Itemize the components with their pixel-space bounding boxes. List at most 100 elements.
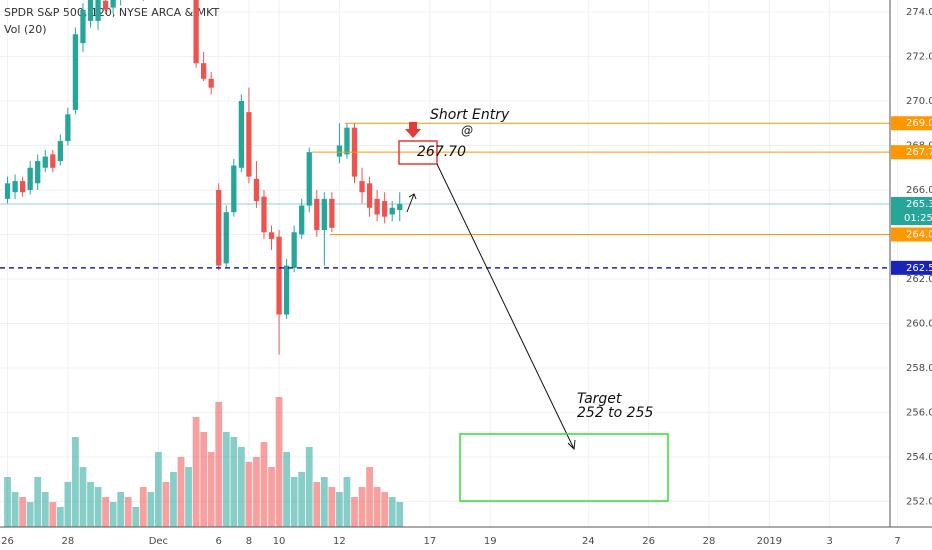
candle-body (110, 0, 116, 8)
volume-bar (109, 502, 117, 527)
candle-body (336, 145, 343, 157)
volume-bar (154, 452, 162, 527)
x-tick-label: 17 (424, 536, 437, 547)
y-tick-label: 258.00 (906, 363, 932, 374)
candle-body (12, 181, 18, 193)
candle-body (329, 198, 335, 228)
x-tick-label: 28 (703, 536, 716, 547)
volume-bar (72, 437, 79, 527)
volume-bar (200, 432, 208, 527)
countdown: 01:25:55 (904, 213, 932, 224)
volume-bar (124, 497, 132, 527)
plot-area (0, 0, 890, 527)
volume-bar (11, 492, 19, 527)
volume-bar (215, 402, 223, 527)
candle-body (344, 127, 350, 155)
volume-bar (290, 477, 298, 527)
x-tick-label: Dec (149, 536, 168, 547)
candle-body (231, 165, 237, 213)
volume-bar (177, 457, 185, 527)
price-label: 267.70 (906, 147, 932, 158)
price-label-bg (891, 196, 932, 211)
y-tick-label: 266.00 (906, 185, 932, 196)
y-tick-label: 270.00 (906, 96, 932, 107)
volume-bar (102, 497, 109, 527)
volume-bar (237, 447, 245, 527)
candle-body (366, 183, 373, 208)
chart-title: SPDR S&P 500, 120, NYSE ARCA & MKT (4, 6, 220, 19)
volume-bar (207, 452, 215, 527)
volume-bar (79, 467, 87, 527)
volume-bar (26, 502, 34, 527)
volume-bar (192, 417, 200, 527)
arrow-line (436, 163, 575, 450)
candle-body (80, 9, 86, 44)
target-box (459, 433, 669, 502)
arrow-head (567, 439, 576, 451)
axis-labels: 252.00 254.00 256.00 258.00 260.00 262.00 264.… (1, 7, 932, 547)
volume-bar (170, 472, 177, 527)
price-label: 262.50 (906, 263, 932, 274)
candle-body (253, 178, 260, 202)
volume-bar (94, 487, 102, 527)
volume-bar (298, 472, 306, 527)
y-tick-label: 260.00 (906, 318, 932, 329)
x-tick-label: 28 (62, 536, 75, 547)
x-tick-label: 26 (642, 536, 655, 547)
volume-bar (260, 442, 268, 527)
candle-body (87, 0, 94, 21)
volume-bar (64, 482, 72, 527)
candle-body (397, 203, 403, 210)
price-label: 264.00 (906, 229, 932, 240)
volume-bar (253, 457, 260, 527)
x-tick-label: 10 (273, 536, 286, 547)
x-tick-label: 12 (333, 536, 346, 547)
y-tick-label: 272.00 (906, 52, 932, 63)
entry-box (398, 140, 438, 165)
candle-body (35, 161, 41, 184)
candle-body (57, 141, 63, 162)
candle-body (359, 181, 365, 193)
candle-body (102, 0, 109, 10)
candle-body (72, 34, 79, 110)
indicator-label: Vol (20) (4, 23, 47, 36)
y-tick-label: 252.00 (906, 496, 932, 507)
annotation: Target (577, 391, 622, 407)
candle-body (268, 232, 275, 239)
volume-bar (162, 482, 170, 527)
candle-body (19, 181, 26, 193)
x-tick-label: 24 (582, 536, 595, 547)
price-label-bg (891, 260, 932, 275)
volume-bar (132, 507, 140, 527)
volume-bar (305, 447, 313, 527)
candle-body (321, 198, 327, 231)
volume-bar (313, 482, 321, 527)
candle-body (283, 265, 290, 315)
candle-body (193, 0, 199, 64)
price-label: 265.37 (906, 199, 932, 210)
volume-bar (139, 487, 147, 527)
candle-body (314, 198, 320, 231)
volume-bar (185, 467, 192, 527)
y-tick-label: 256.00 (906, 407, 932, 418)
price-label-bg (891, 116, 932, 131)
x-tick-label: 2019 (757, 536, 782, 547)
volume-bar (336, 492, 343, 527)
candle-body (50, 154, 56, 168)
volume-bar (381, 492, 389, 527)
price-label-bg (891, 227, 932, 242)
x-tick-label: 7 (894, 536, 900, 547)
volume-bar (275, 397, 283, 527)
y-tick-label: 254.00 (906, 452, 932, 463)
candle-body (65, 114, 71, 142)
small-arrow-head (408, 193, 417, 200)
candle-body (291, 232, 297, 268)
volume-bar (283, 452, 291, 527)
candle-body (246, 112, 252, 177)
volume-bar (268, 467, 275, 527)
volume-bar (388, 497, 396, 527)
volume-bar (56, 507, 64, 527)
volume-bar (351, 497, 358, 527)
volume-bar (366, 467, 373, 527)
